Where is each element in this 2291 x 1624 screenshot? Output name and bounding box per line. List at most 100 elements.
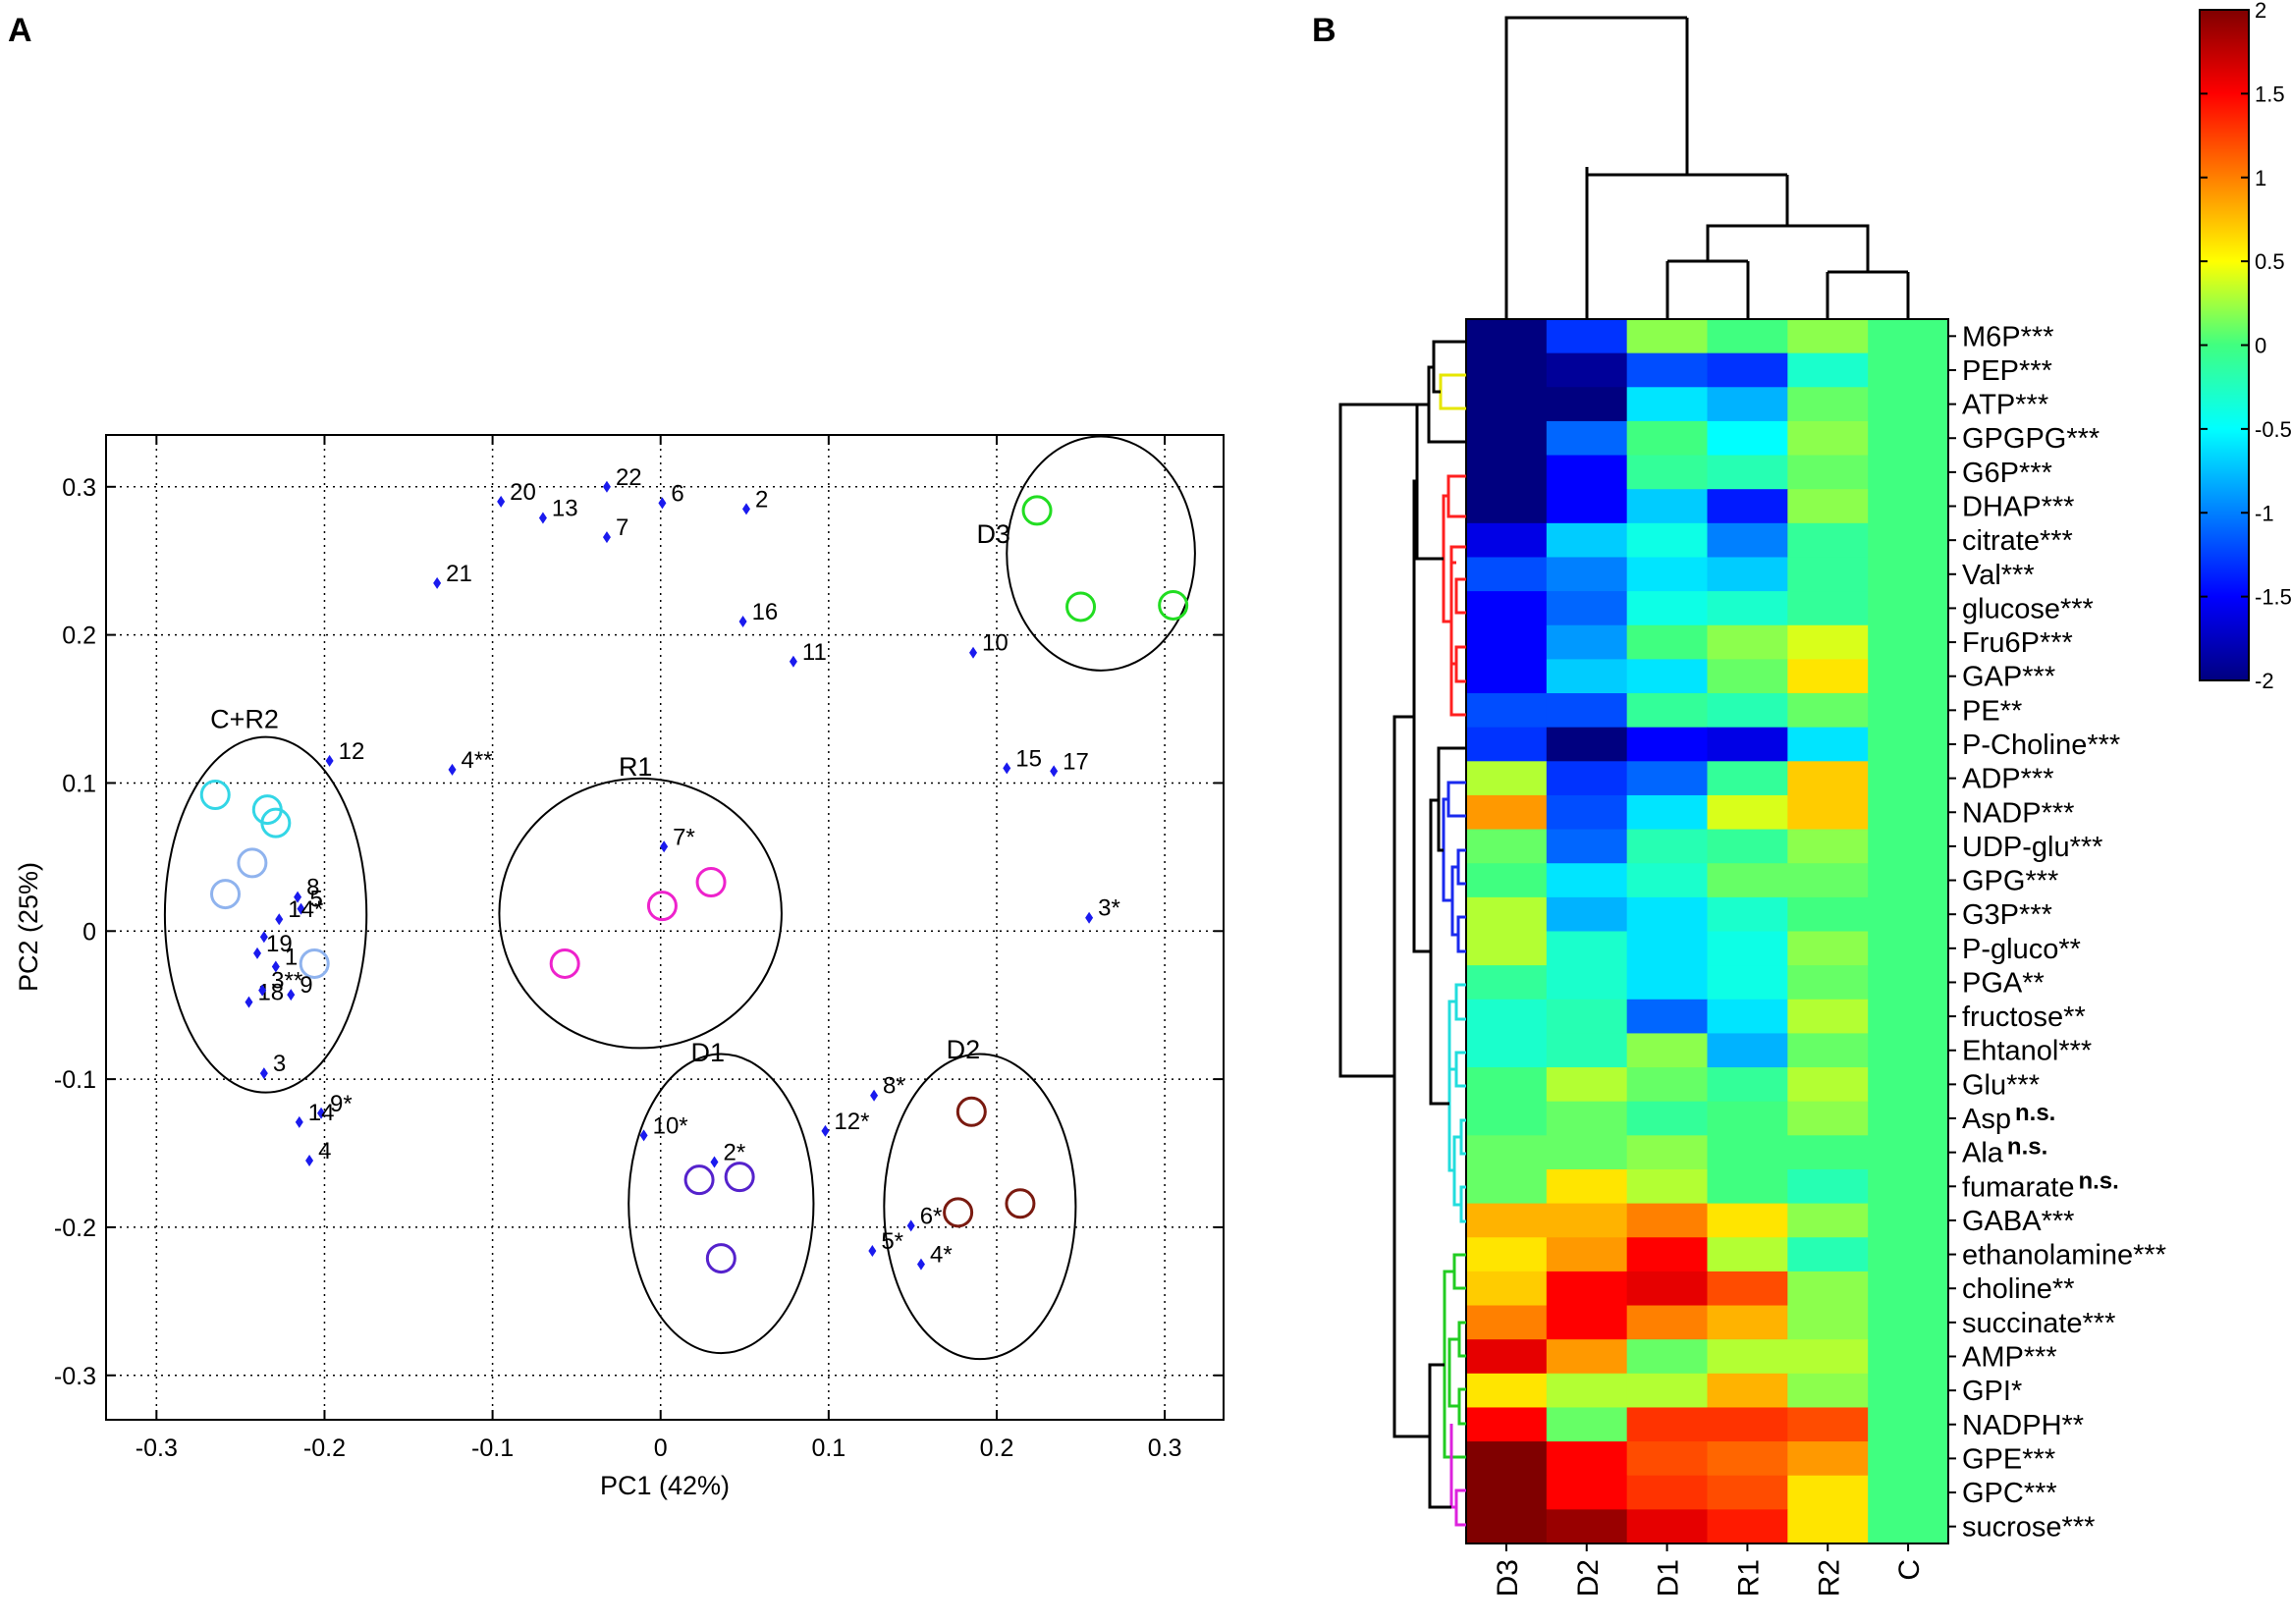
heatmap-cell: [1626, 931, 1709, 966]
scatter-point-label: 7*: [673, 824, 695, 850]
heatmap-cell: [1787, 1168, 1869, 1205]
scatter-point: [868, 1245, 877, 1258]
sample-circle: [210, 879, 242, 910]
heatmap-cell: [1787, 727, 1869, 762]
heatmap-cell: [1546, 829, 1628, 864]
heatmap-cell: [1707, 829, 1788, 864]
heatmap-cell: [1466, 1033, 1548, 1068]
heatmap-cell: [1787, 1407, 1869, 1442]
heatmap-cell: [1546, 1305, 1628, 1340]
heatmap-cell: [1626, 999, 1709, 1035]
heatmap-cell: [1626, 522, 1709, 559]
row-dendrogram-yellow: [1439, 373, 1466, 410]
heatmap-cell: [1707, 455, 1788, 490]
column-label: D3: [1492, 1559, 1524, 1597]
colorbar-tick-label: -0.5: [2255, 417, 2291, 442]
scatter-point: [789, 655, 797, 668]
heatmap-cell: [1787, 420, 1869, 457]
heatmap-cell: [1466, 1339, 1548, 1375]
heatmap-cell: [1868, 319, 1949, 354]
heatmap-cell: [1626, 863, 1709, 898]
scatter-point-label: 10*: [653, 1112, 688, 1139]
scatter-point-label: 5: [310, 887, 323, 913]
row-label: GPG***: [1962, 866, 2058, 897]
heatmap-cell: [1546, 659, 1628, 694]
scatter-point-label: 8: [306, 875, 319, 901]
heatmap-cell: [1787, 761, 1869, 796]
row-label: DHAP***: [1962, 492, 2074, 523]
panel-label-b: B: [1312, 12, 1336, 49]
x-tick-label: 0.1: [811, 1435, 845, 1462]
heatmap-cell: [1868, 387, 1949, 422]
heatmap-cell: [1707, 1101, 1788, 1136]
heatmap-cell: [1626, 1203, 1709, 1238]
row-label: AMP***: [1962, 1341, 2057, 1373]
heatmap-cell: [1868, 1441, 1949, 1477]
scatter-point: [433, 576, 442, 589]
heatmap-cell: [1707, 727, 1788, 762]
heatmap-cell: [1787, 1067, 1869, 1103]
heatmap-cell: [1466, 319, 1548, 354]
column-dendrogram: [1504, 16, 1910, 319]
scatter-point: [1085, 911, 1094, 924]
scatter-point: [738, 616, 747, 628]
heatmap-cell: [1868, 1033, 1949, 1068]
row-label: Val***: [1962, 560, 2035, 591]
group-ellipse: [627, 1053, 815, 1355]
heatmap-cell: [1868, 931, 1949, 966]
heatmap-cell: [1626, 352, 1709, 388]
heatmap-cell: [1546, 522, 1628, 559]
heatmap-cell: [1707, 624, 1788, 660]
sample-circle: [199, 780, 231, 811]
row-dendrogram-blue: [1442, 781, 1466, 953]
sample-circle: [955, 1096, 987, 1127]
heatmap-cell: [1466, 761, 1548, 796]
sample-circle: [260, 807, 292, 839]
heatmap-cell: [1787, 693, 1869, 729]
row-label: GPI*: [1962, 1376, 2022, 1407]
heatmap-cell: [1868, 1271, 1949, 1307]
heatmap-cell: [1707, 1067, 1788, 1103]
heatmap-cell: [1626, 965, 1709, 1001]
heatmap-cell: [1787, 1305, 1869, 1340]
scatter-grid: [106, 435, 1224, 1420]
scatter-point: [287, 989, 296, 1001]
pca-scatter-plot: -0.3 -0.2 -0.1 0 0.1 0.2 0.3 -0.3 -0.2 -0.1 0 0.1 0.…: [14, 434, 1225, 1500]
heatmap-cell: [1546, 1271, 1628, 1307]
sample-circle: [705, 1243, 736, 1274]
heatmap-cell: [1546, 1407, 1628, 1442]
heatmap-cell: [1626, 1067, 1709, 1103]
heatmap-cell: [1546, 1168, 1628, 1205]
colorbar: [2199, 9, 2250, 681]
heatmap-cell: [1707, 1373, 1788, 1409]
scatter-point: [538, 512, 547, 524]
group-label: C+R2: [210, 705, 279, 734]
row-label: P-Choline***: [1962, 730, 2120, 761]
row-label: Ehtanol***: [1962, 1036, 2092, 1067]
heatmap-cell: [1787, 896, 1869, 933]
row-dendrogram: [1338, 340, 1466, 1527]
heatmap-cell: [1707, 693, 1788, 729]
heatmap-cell: [1546, 1475, 1628, 1510]
heatmap-panel: M6P***PEP***ATP***GPGPG***G6P***DHAP***c…: [1338, 0, 2291, 1597]
sample-circle: [549, 947, 580, 979]
colorbar-tick-label: 1: [2255, 166, 2266, 190]
heatmap-cell: [1787, 1033, 1869, 1068]
heatmap-cell: [1787, 1509, 1869, 1544]
heatmap-cell: [1466, 455, 1548, 490]
scatter-point: [658, 497, 667, 510]
heatmap-cell: [1707, 1305, 1788, 1340]
scatter-point: [1050, 765, 1059, 778]
colorbar-tick-label: -1: [2255, 501, 2274, 525]
heatmap-cell: [1707, 522, 1788, 559]
heatmap-cell: [1466, 1407, 1548, 1442]
sample-circle: [237, 847, 268, 879]
heatmap-cell: [1707, 794, 1788, 831]
heatmap-cell: [1868, 659, 1949, 694]
heatmap-cell: [1546, 1067, 1628, 1103]
scatter-point-label: 9*: [330, 1091, 353, 1117]
heatmap-cell: [1546, 896, 1628, 933]
heatmap-cell: [1787, 829, 1869, 864]
row-label: fumarate n.s.: [1962, 1167, 2119, 1203]
